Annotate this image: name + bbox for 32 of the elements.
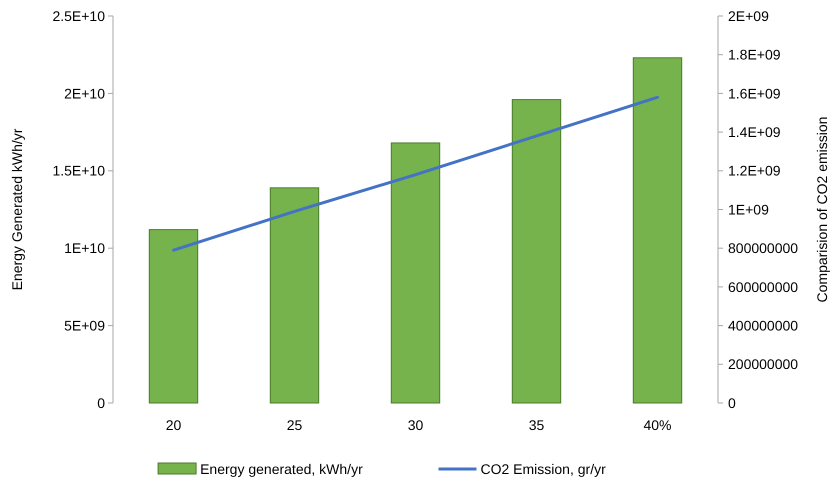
x-tick-label: 40% bbox=[643, 417, 672, 433]
y2-tick-label: 200000000 bbox=[728, 356, 798, 372]
x-tick-label: 20 bbox=[166, 417, 182, 433]
y2-tick-label: 400000000 bbox=[728, 318, 798, 334]
legend-label: Energy generated, kWh/yr bbox=[200, 460, 364, 477]
x-tick-label: 35 bbox=[528, 417, 544, 433]
bar bbox=[632, 57, 682, 404]
x-tick-label: 25 bbox=[286, 417, 302, 433]
bar bbox=[390, 142, 440, 404]
bar bbox=[148, 229, 198, 404]
y2-tick-label: 1.6E+09 bbox=[728, 85, 781, 102]
y2-tick-label: 2E+09 bbox=[728, 8, 770, 24]
bar bbox=[270, 187, 320, 404]
y2-tick-label: 600000000 bbox=[728, 278, 798, 295]
bar bbox=[512, 99, 562, 404]
y2-axis-title: Comparision of CO2 emission bbox=[814, 116, 830, 302]
y2-tick-label: 1E+09 bbox=[728, 201, 770, 218]
y2-tick-label: 0 bbox=[728, 394, 736, 411]
y2-tick-label: 1.2E+09 bbox=[728, 162, 781, 179]
y2-tick-label: 1.4E+09 bbox=[728, 124, 781, 140]
y-tick-label: 0 bbox=[97, 394, 106, 411]
y-tick-label: 5E+09 bbox=[64, 318, 106, 334]
y2-tick-label: 800000000 bbox=[728, 240, 798, 256]
y2-tick-label: 1.8E+09 bbox=[728, 46, 781, 63]
y-tick-label: 2E+10 bbox=[64, 85, 106, 102]
y-tick-label: 2.5E+10 bbox=[52, 8, 106, 24]
x-tick-label: 30 bbox=[408, 417, 424, 433]
y-axis-title: Energy Generated kWh/yr bbox=[9, 128, 25, 290]
y-tick-label: 1E+10 bbox=[64, 240, 106, 256]
y-tick-label: 1.5E+10 bbox=[52, 162, 106, 179]
line-series bbox=[172, 96, 659, 252]
legend-label: CO2 Emission, gr/yr bbox=[480, 460, 606, 477]
